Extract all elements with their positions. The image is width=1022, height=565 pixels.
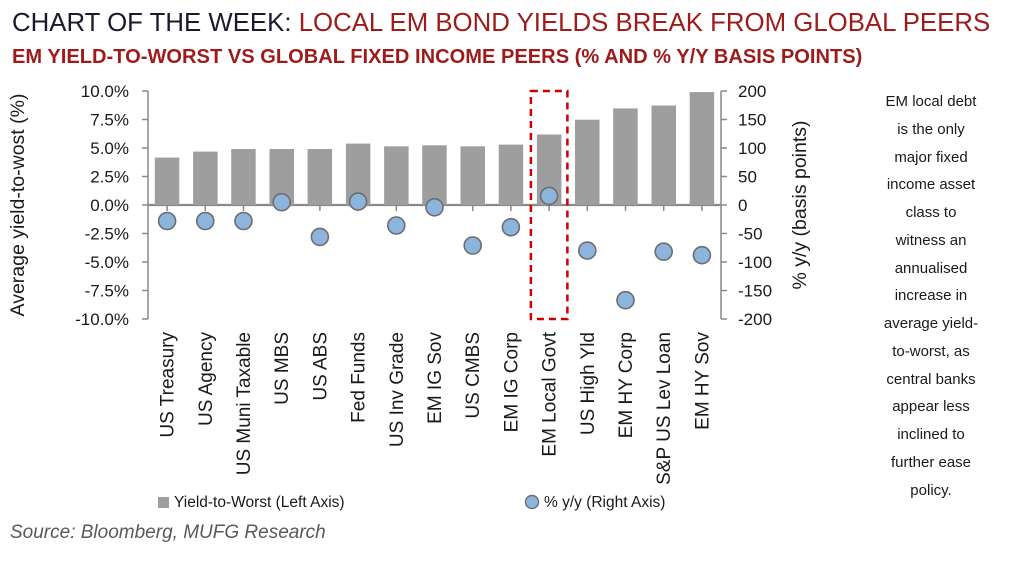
svg-text:US Muni Taxable: US Muni Taxable	[234, 332, 255, 475]
svg-text:0: 0	[738, 196, 747, 215]
svg-text:10.0%: 10.0%	[81, 82, 129, 101]
svg-text:S&P US Lev Loan: S&P US Lev Loan	[654, 332, 675, 485]
svg-text:150: 150	[738, 111, 766, 130]
svg-text:US ABS: US ABS	[310, 332, 331, 401]
svg-text:EM HY Sov: EM HY Sov	[692, 332, 713, 430]
svg-text:-150: -150	[738, 282, 772, 301]
svg-text:0.0%: 0.0%	[90, 196, 129, 215]
svg-text:-2.5%: -2.5%	[85, 225, 129, 244]
svg-text:7.5%: 7.5%	[90, 111, 129, 130]
svg-text:US MBS: US MBS	[272, 332, 293, 405]
svg-text:US High Yld: US High Yld	[578, 332, 599, 435]
svg-text:-10.0%: -10.0%	[75, 310, 129, 329]
svg-text:5.0%: 5.0%	[90, 139, 129, 158]
svg-text:Average yield-to-wost (%): Average yield-to-wost (%)	[7, 94, 29, 317]
svg-text:EM HY Corp: EM HY Corp	[616, 332, 637, 438]
svg-text:US Treasury: US Treasury	[158, 332, 179, 438]
svg-text:EM Local Govt: EM Local Govt	[540, 331, 561, 456]
svg-text:2.5%: 2.5%	[90, 168, 129, 187]
svg-text:100: 100	[738, 139, 766, 158]
svg-text:-100: -100	[738, 253, 772, 272]
svg-text:-200: -200	[738, 310, 772, 329]
svg-text:US Agency: US Agency	[196, 332, 217, 426]
svg-text:Fed Funds: Fed Funds	[349, 332, 370, 423]
svg-text:-50: -50	[738, 225, 763, 244]
svg-text:% y/y (Right Axis): % y/y (Right Axis)	[544, 494, 665, 511]
svg-text:% y/y (basis points): % y/y (basis points)	[789, 120, 811, 289]
svg-text:-5.0%: -5.0%	[85, 253, 129, 272]
svg-text:US CMBS: US CMBS	[463, 332, 484, 419]
svg-text:US Inv Grade: US Inv Grade	[387, 332, 408, 447]
svg-text:EM IG Sov: EM IG Sov	[425, 332, 446, 424]
svg-text:50: 50	[738, 168, 757, 187]
svg-text:-7.5%: -7.5%	[85, 282, 129, 301]
svg-text:200: 200	[738, 82, 766, 101]
svg-text:Yield-to-Worst (Left Axis): Yield-to-Worst (Left Axis)	[174, 494, 345, 511]
svg-text:EM IG Corp: EM IG Corp	[501, 332, 522, 432]
